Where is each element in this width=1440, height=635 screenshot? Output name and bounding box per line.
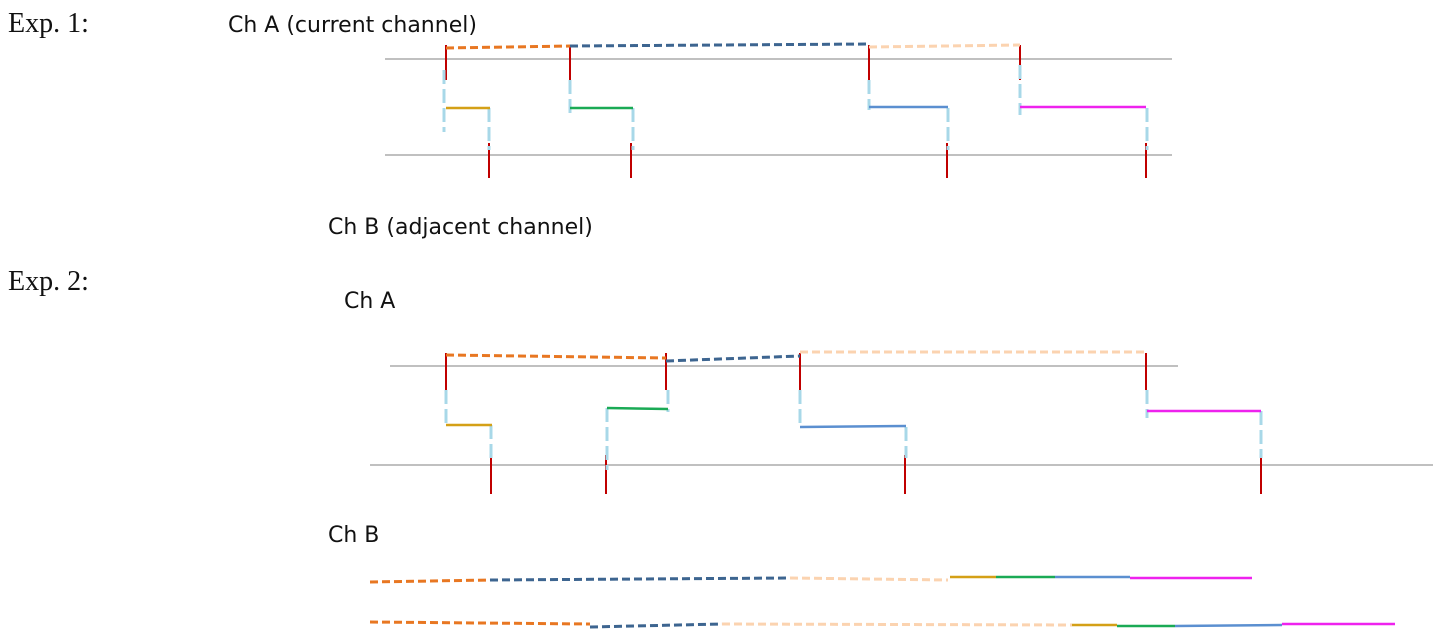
dashed-link: [868, 43, 1021, 49]
experiment-label: Exp. 2:: [8, 266, 89, 297]
segment: [1174, 623, 1283, 628]
dashed-link: [445, 44, 571, 50]
dashed-link: [569, 42, 870, 48]
timeline: [369, 42, 1433, 629]
channel-label: Ch A: [344, 289, 395, 314]
channel-label: Ch B (adjacent channel): [328, 215, 593, 240]
channel-label: Ch A (current channel): [228, 13, 477, 38]
dashed-link: [369, 578, 491, 584]
dashed-link: [589, 622, 723, 629]
segment: [606, 406, 669, 411]
dashed-link: [789, 576, 949, 582]
experiment-label: Exp. 1:: [8, 8, 89, 39]
dashed-link: [489, 576, 791, 582]
channel-label: Ch B: [328, 523, 379, 548]
dashed-link: [721, 622, 1073, 627]
dashed-link: [445, 353, 667, 360]
dashed-link: [369, 620, 591, 626]
dashed-link: [665, 354, 801, 363]
segment: [799, 424, 907, 429]
